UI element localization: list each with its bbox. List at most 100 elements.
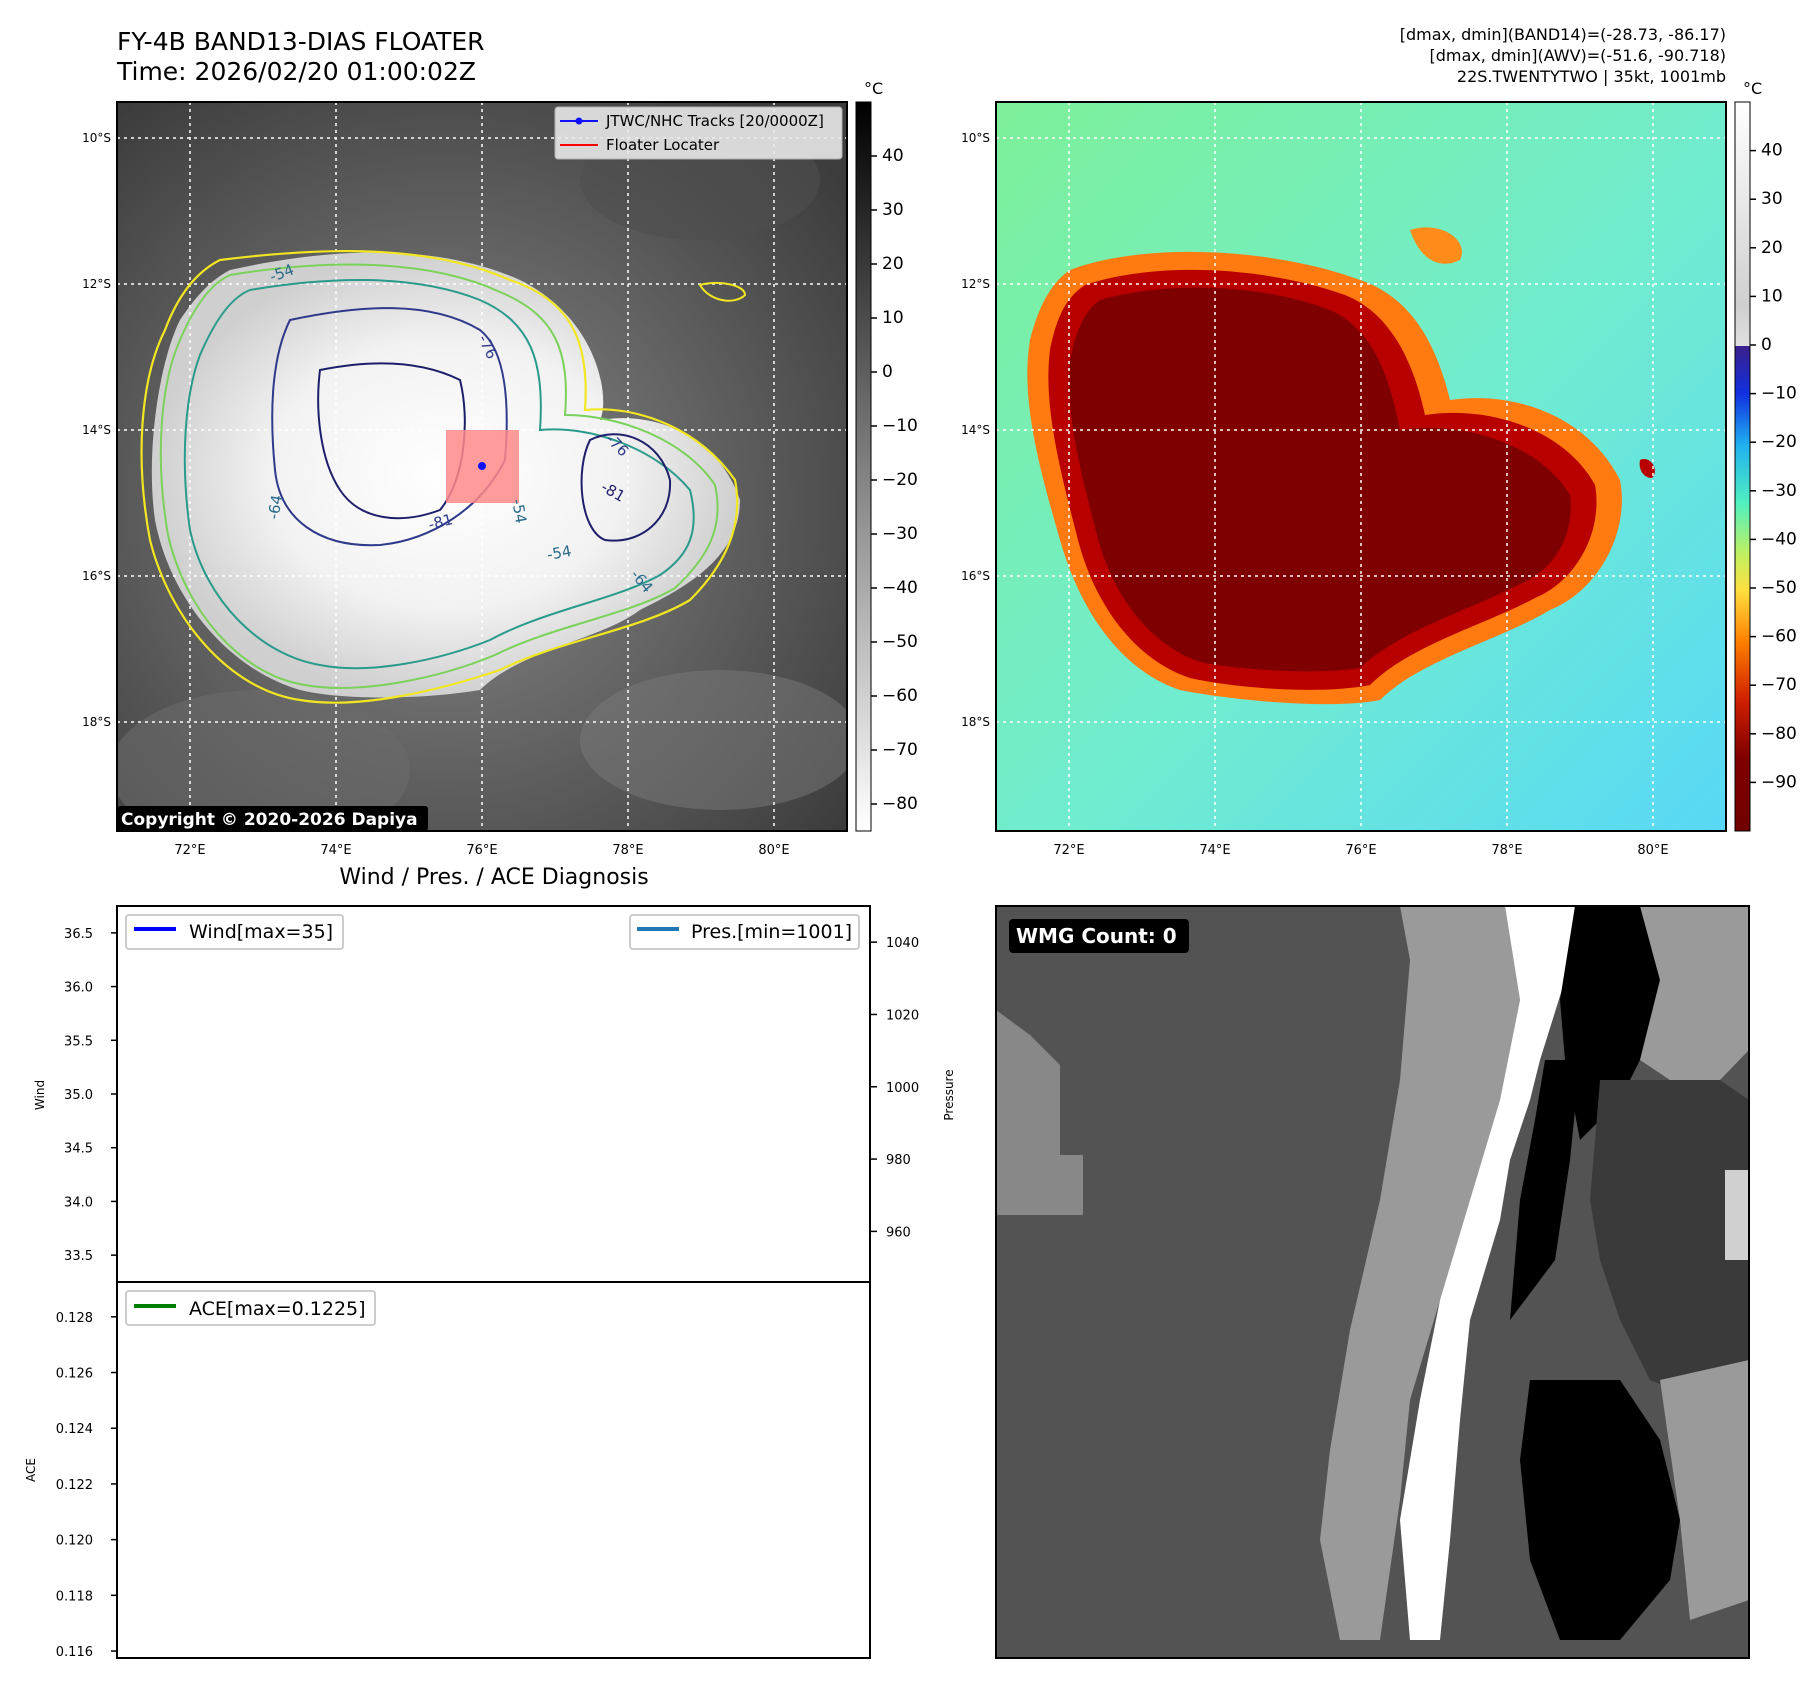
- ace-legend: ACE[max=0.1225]: [125, 1290, 376, 1326]
- ace-tick-label: 0.126: [56, 1367, 93, 1382]
- ace-tick-label: 0.120: [56, 1534, 93, 1549]
- pressure-tick-label: 980: [886, 1153, 911, 1168]
- ir-colorbar-tick-label: 0: [882, 362, 893, 382]
- wind-tick-label: 33.5: [64, 1249, 93, 1264]
- info-awv: [dmax, dmin](AWV)=(-51.6, -90.718): [1429, 46, 1726, 65]
- ir-colorbar-tick-label: −50: [882, 632, 918, 652]
- figure-title: FY-4B BAND13-DIAS FLOATER: [117, 27, 485, 56]
- lon-label: 78°E: [612, 843, 643, 858]
- wind-pres-axes: [116, 905, 871, 1283]
- awv-colorbar-tick-label: 10: [1761, 286, 1783, 306]
- figure-time: Time: 2026/02/20 01:00:02Z: [116, 57, 476, 86]
- ir-colorbar-tick-label: 30: [882, 200, 904, 220]
- awv-colorbar-tick-label: −10: [1761, 384, 1797, 404]
- ir-lon-labels: 72°E 74°E 76°E 78°E 80°E: [174, 843, 789, 858]
- wind-tick-label: 34.5: [64, 1142, 93, 1157]
- ace-tick-label: 0.118: [56, 1589, 93, 1604]
- awv-colorbar-tick-label: 0: [1761, 335, 1772, 355]
- awv-colorbar-tick-label: −40: [1761, 529, 1797, 549]
- ir-colorbar-tick-label: −10: [882, 416, 918, 436]
- ir-colorbar-tick-label: −80: [882, 794, 918, 814]
- ir-colorbar-tick-label: −60: [882, 686, 918, 706]
- info-band14: [dmax, dmin](BAND14)=(-28.73, -86.17): [1400, 25, 1726, 44]
- awv-colorbar-tick-label: −30: [1761, 481, 1797, 501]
- ir-colorbar-tick-label: 10: [882, 308, 904, 328]
- lat-label: 16°S: [961, 569, 990, 583]
- lat-label: 12°S: [961, 277, 990, 291]
- awv-colorbar-unit: °C: [1743, 79, 1762, 98]
- wind-tick-label: 35.0: [64, 1088, 93, 1103]
- wind-tick-label: 35.5: [64, 1034, 93, 1049]
- ir-colorbar-tick-label: −40: [882, 578, 918, 598]
- contour-label: -64: [264, 493, 286, 520]
- ir-colorbar-unit: °C: [864, 79, 883, 98]
- lon-label: 78°E: [1491, 843, 1522, 858]
- lat-label: 18°S: [961, 715, 990, 729]
- wmg-badge-text: WMG Count: 0: [1016, 924, 1177, 948]
- wind-legend-label: Wind[max=35]: [189, 921, 333, 943]
- lat-label: 10°S: [82, 131, 111, 145]
- ir-colorbar-ticks: 40 30 20 10 0 −10 −20 −30 −40 −50 −60 −70 −80: [871, 146, 918, 814]
- ir-frame: [116, 101, 848, 832]
- awv-colorbar-tick-label: −90: [1761, 772, 1797, 792]
- wind-tick-label: 36.0: [64, 981, 93, 996]
- pressure-tick-label: 1020: [886, 1008, 919, 1023]
- info-storm: 22S.TWENTYTWO | 35kt, 1001mb: [1457, 67, 1726, 86]
- wind-tick-label: 36.5: [64, 927, 93, 942]
- ace-tick-label: 0.116: [56, 1645, 93, 1660]
- lat-label: 14°S: [82, 423, 111, 437]
- ace-legend-label: ACE[max=0.1225]: [189, 1298, 366, 1320]
- awv-colorbar-tick-label: 30: [1761, 189, 1783, 209]
- ace-axis-ticks: 0.116 0.118 0.120 0.122 0.124 0.126 0.128: [56, 1311, 117, 1660]
- contour-label: -54: [546, 542, 573, 564]
- ace-tick-label: 0.124: [56, 1422, 93, 1437]
- wind-ylabel: Wind: [33, 1080, 47, 1110]
- pressure-tick-label: 1000: [886, 1081, 919, 1096]
- ir-colorbar-tick-label: 20: [882, 254, 904, 274]
- lon-label: 76°E: [466, 843, 497, 858]
- awv-lon-labels: 72°E 74°E 76°E 78°E 80°E: [1053, 843, 1668, 858]
- contour-label: -81: [426, 510, 454, 534]
- contour-label: -54: [508, 498, 530, 525]
- pres-legend: Pres.[min=1001]: [629, 914, 860, 950]
- legend-track: JTWC/NHC Tracks [20/0000Z]: [605, 112, 824, 130]
- awv-colorbar-tick-label: −80: [1761, 724, 1797, 744]
- awv-colorbar-tick-label: −60: [1761, 627, 1797, 647]
- ir-lat-labels: 10°S 12°S 14°S 16°S 18°S: [82, 131, 111, 729]
- wind-tick-label: 34.0: [64, 1195, 93, 1210]
- ir-colorbar-tick-label: 40: [882, 146, 904, 166]
- ir-colorbar-tick-label: −70: [882, 740, 918, 760]
- awv-colorbar-tick-label: −50: [1761, 578, 1797, 598]
- pressure-axis-ticks: 960 980 1000 1020 1040: [870, 936, 919, 1240]
- copyright-text: Copyright © 2020-2026 Dapiya: [121, 810, 418, 830]
- ir-colorbar-tick-label: −30: [882, 524, 918, 544]
- ir-contours: [140, 249, 747, 704]
- lat-label: 16°S: [82, 569, 111, 583]
- lon-label: 72°E: [1053, 843, 1084, 858]
- ir-legend: JTWC/NHC Tracks [20/0000Z] Floater Locat…: [554, 106, 843, 160]
- lon-label: 80°E: [758, 843, 789, 858]
- lon-label: 72°E: [174, 843, 205, 858]
- ace-axes: [116, 1281, 871, 1659]
- legend-locater: Floater Locater: [606, 136, 720, 154]
- awv-colorbar-ticks: 40 30 20 10 0 −10 −20 −30 −40 −50 −60 −70 −80 −90: [1750, 141, 1797, 792]
- lat-label: 18°S: [82, 715, 111, 729]
- awv-lat-labels: 10°S 12°S 14°S 16°S 18°S: [961, 131, 990, 729]
- wind-legend: Wind[max=35]: [125, 914, 344, 950]
- ace-tick-label: 0.128: [56, 1311, 93, 1326]
- ir-colorbar-tick-label: −20: [882, 470, 918, 490]
- lat-label: 14°S: [961, 423, 990, 437]
- awv-colorbar-tick-label: 20: [1761, 238, 1783, 258]
- lon-label: 76°E: [1345, 843, 1376, 858]
- lon-label: 74°E: [320, 843, 351, 858]
- pres-legend-label: Pres.[min=1001]: [691, 921, 852, 943]
- ace-ylabel: ACE: [24, 1458, 38, 1482]
- lat-label: 12°S: [82, 277, 111, 291]
- lon-label: 80°E: [1637, 843, 1668, 858]
- ir-colorbar: [855, 101, 872, 832]
- awv-gridlines: [996, 102, 1726, 831]
- pressure-tick-label: 1040: [886, 936, 919, 951]
- awv-frame: [995, 101, 1727, 832]
- ace-tick-label: 0.122: [56, 1478, 93, 1493]
- diag-title: Wind / Pres. / ACE Diagnosis: [339, 865, 648, 890]
